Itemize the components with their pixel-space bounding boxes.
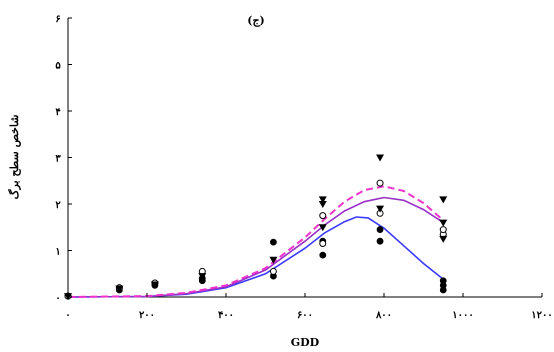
data-point-series-3 (439, 235, 448, 243)
x-axis-title: GDD (291, 336, 320, 349)
data-point-series-3 (269, 256, 278, 264)
x-tick-label: ۶۰۰ (297, 310, 313, 321)
data-point-series-1 (376, 226, 384, 233)
x-tick-label: ۱۲۰۰ (531, 310, 552, 321)
fitted-curves (67, 185, 444, 298)
data-point-series-3 (150, 281, 159, 289)
data-point-series-3 (318, 201, 327, 208)
chart-title: (ج) (247, 14, 265, 27)
y-tick-label: ۲ (55, 200, 61, 211)
x-tick-label: ۱۰۰۰ (452, 310, 473, 321)
data-point-series-3 (376, 205, 385, 213)
y-tick-label: ۴ (55, 107, 60, 118)
y-axis-title: شاخص سطح برگ (7, 115, 21, 200)
x-tick-label: ۰ (65, 310, 70, 321)
axis-ticks: ۰ ۲۰۰ ۴۰۰ ۶۰۰ ۸۰۰ ۱۰۰۰ ۱۲۰۰ ۰ ۱ ۲ ۳ ۴ ۵ ۶ (55, 14, 552, 321)
data-point-series-3 (198, 273, 207, 281)
y-tick-label: ۵ (55, 61, 61, 72)
data-point-series-1 (269, 238, 277, 246)
data-point-series-1 (439, 277, 447, 285)
y-tick-label: ۶ (55, 14, 60, 25)
x-tick-label: ۸۰۰ (375, 310, 392, 321)
data-point-series-3 (115, 285, 124, 293)
data-point-series-2 (319, 240, 327, 248)
data-points (64, 154, 448, 301)
x-tick-label: ۲۰۰ (139, 310, 155, 321)
fitted-curve-1 (67, 216, 444, 298)
x-tick-label: ۴۰۰ (218, 310, 234, 321)
data-point-series-1 (376, 237, 384, 245)
data-point-series-2 (376, 179, 384, 187)
y-tick-label: ۳ (55, 154, 61, 165)
data-point-series-3 (318, 224, 327, 232)
plot-area: ۰ ۲۰۰ ۴۰۰ ۶۰۰ ۸۰۰ ۱۰۰۰ ۱۲۰۰ ۰ ۱ ۲ ۳ ۴ ۵ ۶ (55, 14, 552, 321)
fitted-curve-2 (67, 196, 444, 298)
data-point-series-2 (319, 212, 327, 220)
data-point-series-1 (319, 251, 327, 259)
data-point-series-3 (318, 196, 327, 204)
data-point-series-2 (269, 267, 277, 275)
data-point-series-3 (439, 196, 448, 204)
data-point-series-2 (439, 226, 447, 234)
y-tick-label: ۰ (55, 293, 60, 304)
y-tick-label: ۱ (55, 247, 60, 258)
data-point-series-3 (439, 219, 448, 227)
fitted-curve-3 (67, 185, 444, 298)
data-point-series-3 (376, 154, 385, 162)
